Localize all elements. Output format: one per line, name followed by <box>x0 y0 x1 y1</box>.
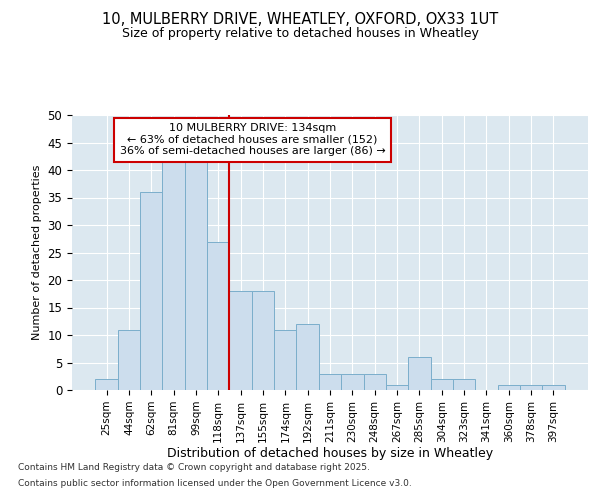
Text: Size of property relative to detached houses in Wheatley: Size of property relative to detached ho… <box>122 28 478 40</box>
X-axis label: Distribution of detached houses by size in Wheatley: Distribution of detached houses by size … <box>167 448 493 460</box>
Text: Contains public sector information licensed under the Open Government Licence v3: Contains public sector information licen… <box>18 478 412 488</box>
Bar <box>229 291 252 390</box>
Bar <box>497 384 520 390</box>
Text: Contains HM Land Registry data © Crown copyright and database right 2025.: Contains HM Land Registry data © Crown c… <box>18 464 370 472</box>
Bar <box>207 242 229 390</box>
Bar <box>118 330 140 390</box>
Bar <box>252 291 274 390</box>
Text: 10, MULBERRY DRIVE, WHEATLEY, OXFORD, OX33 1UT: 10, MULBERRY DRIVE, WHEATLEY, OXFORD, OX… <box>102 12 498 28</box>
Y-axis label: Number of detached properties: Number of detached properties <box>32 165 42 340</box>
Bar <box>140 192 163 390</box>
Bar <box>520 384 542 390</box>
Bar <box>542 384 565 390</box>
Bar <box>341 374 364 390</box>
Bar <box>274 330 296 390</box>
Bar <box>431 379 453 390</box>
Text: 10 MULBERRY DRIVE: 134sqm
← 63% of detached houses are smaller (152)
36% of semi: 10 MULBERRY DRIVE: 134sqm ← 63% of detac… <box>120 123 385 156</box>
Bar <box>296 324 319 390</box>
Bar <box>364 374 386 390</box>
Bar <box>163 159 185 390</box>
Bar <box>453 379 475 390</box>
Bar <box>319 374 341 390</box>
Bar <box>185 159 207 390</box>
Bar <box>386 384 408 390</box>
Bar <box>95 379 118 390</box>
Bar <box>408 357 431 390</box>
